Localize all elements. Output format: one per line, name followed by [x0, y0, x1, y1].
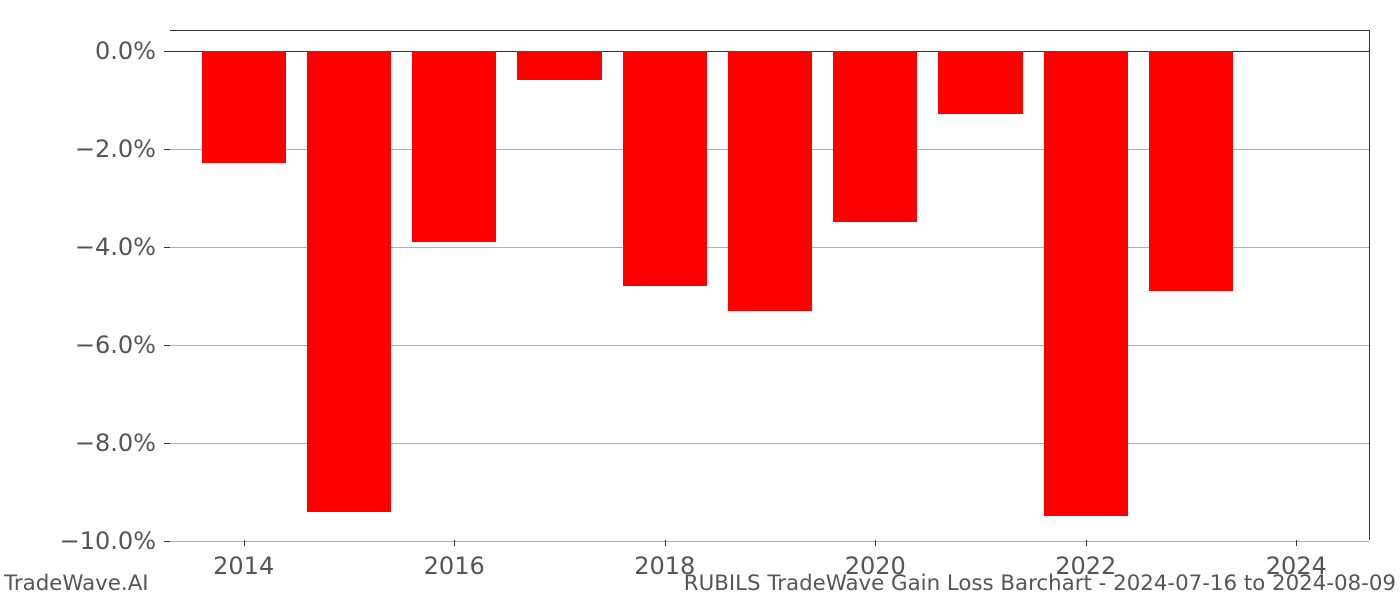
y-gridline: [170, 541, 1369, 542]
x-tick-mark: [454, 540, 455, 546]
bar: [833, 51, 917, 223]
y-tick-mark: [164, 149, 170, 150]
plot-area: 0.0%−2.0%−4.0%−6.0%−8.0%−10.0%2014201620…: [170, 30, 1370, 540]
x-tick-mark: [665, 540, 666, 546]
y-tick-mark: [164, 51, 170, 52]
y-tick-label: −4.0%: [75, 233, 156, 261]
x-tick-mark: [1086, 540, 1087, 546]
bar: [938, 51, 1022, 115]
y-tick-mark: [164, 541, 170, 542]
bar: [307, 51, 391, 512]
y-tick-mark: [164, 345, 170, 346]
bar: [728, 51, 812, 311]
x-tick-mark: [1296, 540, 1297, 546]
bar: [517, 51, 601, 80]
footer-right-label: RUBILS TradeWave Gain Loss Barchart - 20…: [684, 571, 1396, 596]
y-tick-label: −10.0%: [60, 527, 156, 555]
x-tick-mark: [875, 540, 876, 546]
x-tick-label: 2016: [424, 552, 485, 580]
bar: [1149, 51, 1233, 291]
chart-container: 0.0%−2.0%−4.0%−6.0%−8.0%−10.0%2014201620…: [0, 0, 1400, 600]
footer-left-label: TradeWave.AI: [4, 571, 149, 596]
y-tick-label: 0.0%: [95, 37, 156, 65]
y-tick-mark: [164, 247, 170, 248]
x-tick-label: 2014: [213, 552, 274, 580]
bar: [412, 51, 496, 242]
bar: [623, 51, 707, 286]
y-tick-label: −6.0%: [75, 331, 156, 359]
bar: [1044, 51, 1128, 517]
y-tick-label: −2.0%: [75, 135, 156, 163]
x-tick-mark: [244, 540, 245, 546]
y-tick-label: −8.0%: [75, 429, 156, 457]
y-tick-mark: [164, 443, 170, 444]
bar: [202, 51, 286, 164]
